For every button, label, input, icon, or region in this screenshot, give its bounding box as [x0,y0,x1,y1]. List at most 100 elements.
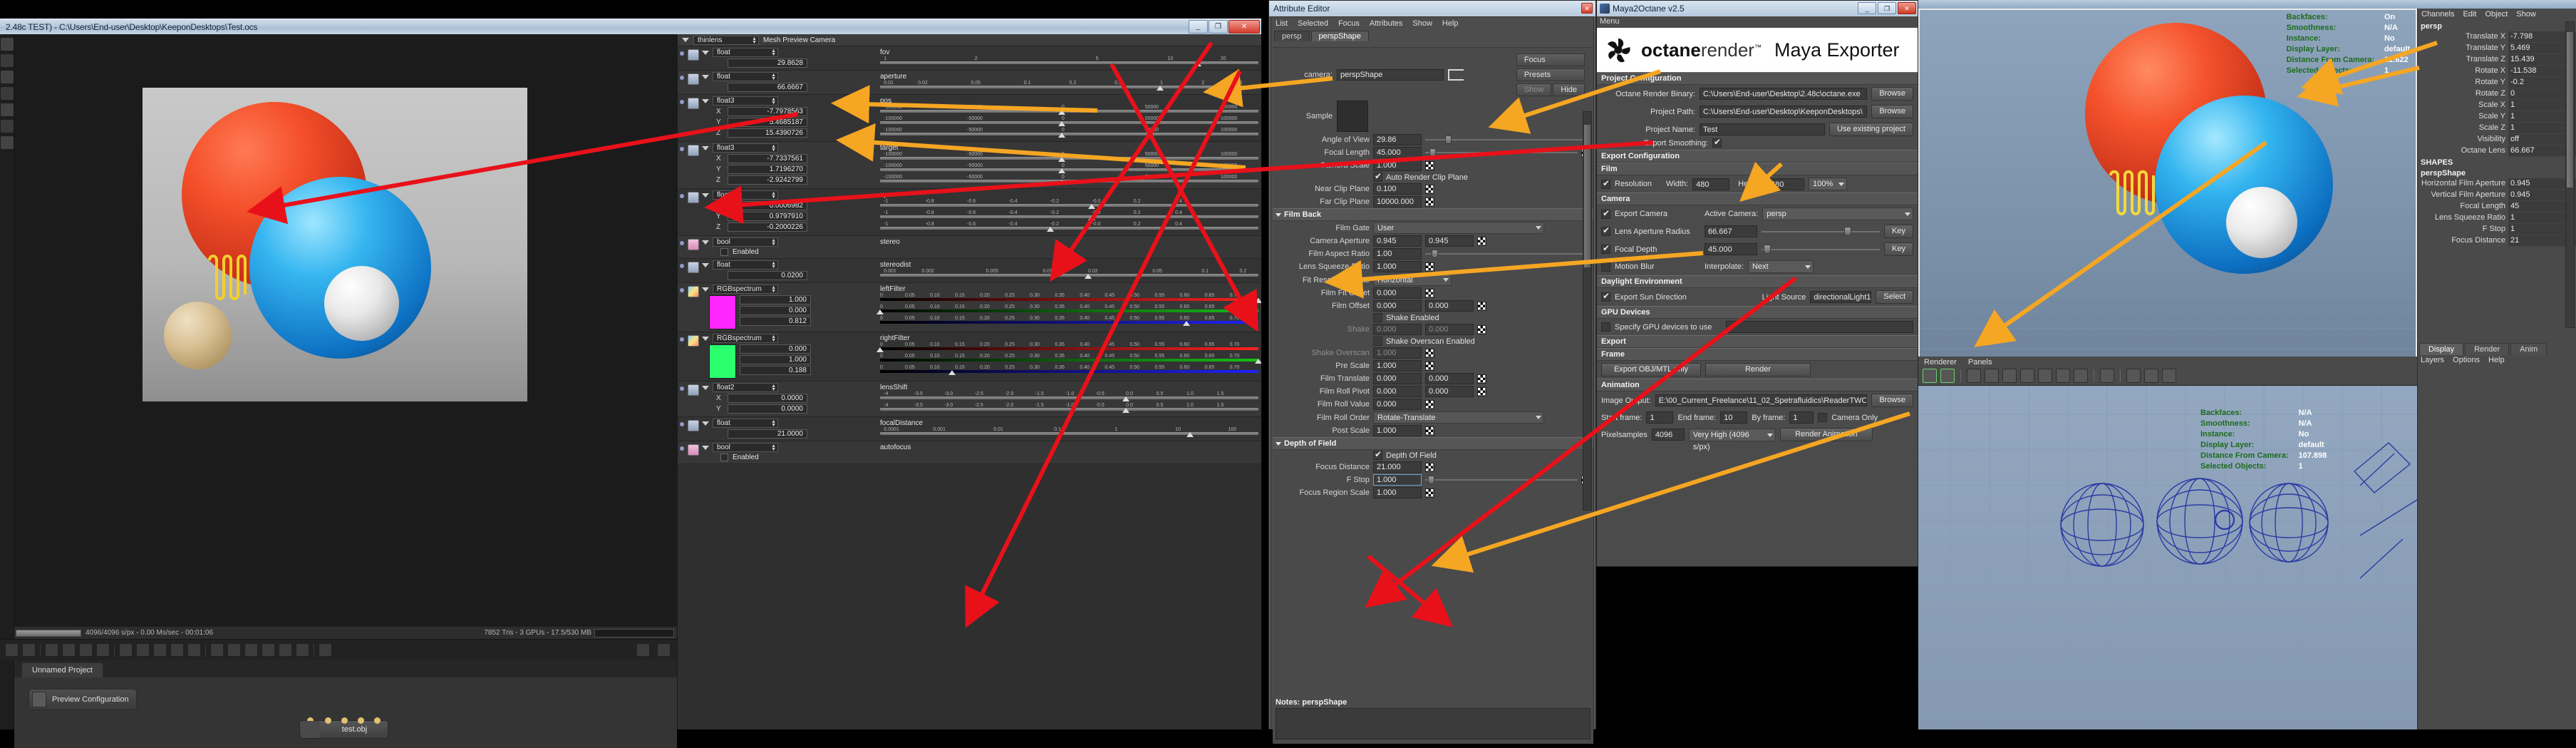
axis-value-field[interactable]: 15.4390726 [728,128,807,138]
channel-value[interactable]: -7.798 [2508,31,2576,43]
slider-handle[interactable] [1186,432,1194,437]
attribute-type-combo[interactable]: RGBspectrum ▲ ▼ [713,334,778,343]
lens-aperture-handle[interactable] [1844,227,1852,236]
image-output-browse-button[interactable]: Browse [1871,394,1913,407]
axis-value-field[interactable]: 0.0000 [728,404,807,414]
rail-icon-render[interactable] [1,38,14,51]
attribute-type-combo[interactable]: RGBspectrum ▲ ▼ [713,285,778,294]
new-layer-selected-icon[interactable] [2556,371,2570,384]
ae-menu-show[interactable]: Show [1412,19,1432,28]
camera-name-field[interactable]: perspShape [1337,69,1444,81]
resolution-checkbox[interactable] [1601,178,1610,189]
keyframe-indicator-icon[interactable] [1425,197,1434,207]
attribute-type-combo[interactable]: float3 ▲ ▼ [713,143,778,153]
film-icon[interactable] [245,644,257,656]
light-source-select-button[interactable]: Select [1876,290,1913,304]
light-grey-icon[interactable] [2056,369,2070,383]
focal-depth-input[interactable]: 45.000 [1705,243,1757,255]
attribute-pin[interactable] [678,285,688,329]
dropdown[interactable]: Horizontal [1373,274,1452,286]
octane-node-inspector[interactable]: thinlens ▲ ▼ Mesh Preview Camera float ▲ ▼ 2… [677,34,1261,729]
attribute-caret-icon[interactable] [702,50,709,55]
width-input[interactable]: 480 [1692,178,1730,190]
channel-row[interactable]: Translate X -7.798 [2418,31,2576,43]
attribute-pin[interactable] [678,260,688,280]
channelbox-scroll-thumb[interactable] [2567,32,2573,188]
slider-handle[interactable] [1432,250,1439,258]
attribute-type-icon[interactable] [688,444,699,456]
browse-button[interactable]: Browse [1871,87,1913,101]
text-tool-icon[interactable] [1940,369,1955,383]
m2o-maximize-button[interactable]: ❐ [1878,2,1896,14]
flat-shading-icon[interactable] [2002,369,2017,383]
attribute-editor-titlebar[interactable]: Attribute Editor ✕ [1269,1,1595,16]
attribute-type-icon[interactable] [688,49,699,61]
axis-value-field[interactable]: 5.4685187 [728,118,807,127]
hide-button[interactable]: Hide [1553,83,1585,96]
channel-row[interactable]: Visibility off [2418,134,2576,145]
slider-handle[interactable] [948,370,956,375]
channel-value[interactable]: 1 [2508,224,2576,235]
axis-value-field[interactable]: -7.7978563 [728,107,807,116]
attribute-checkbox[interactable] [720,454,728,461]
fullscreen-icon[interactable] [658,644,670,656]
channel-row[interactable]: Octane Lens 66.667 [2418,145,2576,157]
slider-handle[interactable] [1046,227,1054,232]
select-tool-icon[interactable] [1923,369,1937,383]
channel-value[interactable]: -0.2 [2508,77,2576,88]
maya-ortho-viewport[interactable]: Backfaces: N/A Smoothness: N/A Instance: No Di… [1918,385,2417,729]
value-field[interactable]: 0.000 [1373,373,1422,384]
scrollbar-thumb[interactable] [1584,125,1590,267]
attribute-slider[interactable]: 0.01 0.02 0.05 0.1 0.2 0.5 1 2 5 [880,81,1258,91]
active-camera-dropdown[interactable]: persp [1762,208,1913,220]
layer-menu-help[interactable]: Help [2488,356,2505,364]
value-field[interactable]: 0.000 [1373,287,1422,299]
color-component-field[interactable]: 0.000 [740,344,811,354]
start-frame-input[interactable]: 1 [1646,411,1674,424]
lens-aperture-input[interactable]: 66.667 [1705,225,1757,237]
attribute-pin[interactable] [678,237,688,256]
notes-textarea[interactable] [1276,708,1590,739]
region-render-icon[interactable] [171,644,183,656]
axis-value-field[interactable]: -7.7337561 [728,154,807,163]
attribute-value-field[interactable]: 29.8628 [728,58,807,68]
maximize-button[interactable]: ❐ [1209,20,1228,34]
preview-configuration-node[interactable]: Preview Configuration [29,689,137,710]
quality-dropdown[interactable]: Very High (4096 s/px) [1688,428,1776,451]
attribute-type-combo[interactable]: float3 ▲ ▼ [713,190,778,200]
channel-value[interactable]: 0 [2508,88,2576,100]
dock-menu-object[interactable]: Object [2485,10,2508,19]
attribute-pin[interactable] [678,143,688,186]
axis-value-field[interactable]: 0.9797910 [728,212,807,221]
end-frame-input[interactable]: 10 [1720,411,1748,424]
collapse-caret-icon[interactable] [682,38,689,42]
value-field[interactable]: 29.86 [1373,134,1422,145]
channel-value[interactable]: 1 [2508,100,2576,111]
dock-tab-display[interactable]: Display [2419,343,2464,355]
sample-swatch[interactable] [1337,101,1368,132]
motion-blur-checkbox[interactable] [1601,262,1610,272]
slider-handle[interactable] [1057,121,1065,126]
dock-tab-anim[interactable]: Anim [2510,343,2547,355]
attribute-pin[interactable] [678,334,688,379]
value-field[interactable]: 1.00 [1373,248,1422,260]
ae-menu-list[interactable]: List [1276,19,1288,28]
octane-playback-toolbar[interactable] [0,639,677,660]
slider-handle[interactable] [1444,135,1452,144]
rail-icon-camera[interactable] [1,54,14,67]
resolution-scale-dropdown[interactable]: 100% [1809,178,1848,190]
channel-value[interactable]: 1 [2508,111,2576,123]
export-sun-checkbox[interactable] [1601,291,1610,302]
value-field-2[interactable]: 0.000 [1425,386,1474,397]
channel-value[interactable]: 0.945 [2508,178,2576,190]
value-field[interactable]: 0.000 [1373,324,1422,335]
film-back-section-header[interactable]: Film Back [1273,208,1593,221]
slider-handle[interactable] [1428,476,1435,484]
ae-tab-persp[interactable]: persp [1274,31,1310,41]
attribute-checkbox[interactable] [720,248,728,256]
pick-material-icon[interactable] [154,644,166,656]
keyframe-indicator-icon[interactable] [1425,361,1434,371]
rail-icon-imager[interactable] [1,103,14,116]
